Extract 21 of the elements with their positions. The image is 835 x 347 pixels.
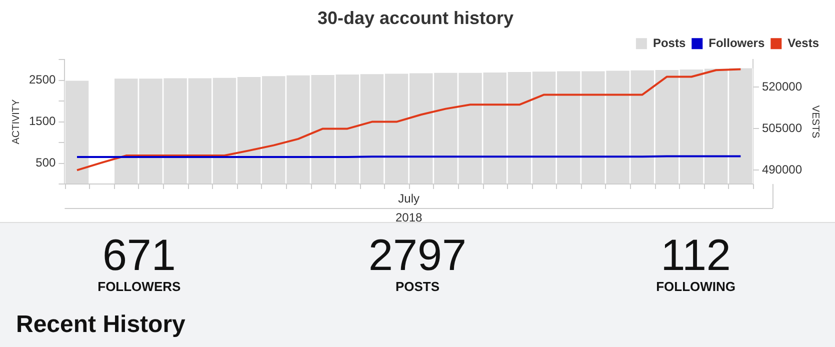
text: 2797 [368, 231, 468, 280]
text: 2018 [395, 210, 422, 224]
text: FOLLOWERS [96, 279, 182, 294]
text: FOLLOWING [655, 279, 737, 294]
chart-title: 30-day account history [317, 8, 514, 28]
y-tick-label: 500 [36, 156, 56, 170]
text: 112 [660, 231, 732, 280]
text: July [398, 191, 420, 206]
y-tick-label: 2500 [28, 72, 56, 87]
text: POSTS [394, 279, 441, 294]
legend-label: Vests [788, 36, 820, 50]
y2-axis-title: VESTS [809, 105, 820, 139]
text: 671 [101, 231, 177, 280]
legend-label: Followers [708, 36, 765, 50]
legend-label: Posts [652, 36, 686, 50]
y-axis-title: ACTIVITY [10, 98, 22, 144]
y-tick-label: 1500 [28, 114, 56, 128]
y2-tick-label: 520000 [762, 80, 802, 94]
y2-tick-label: 490000 [762, 162, 802, 176]
text: Recent History [16, 311, 186, 339]
y2-tick-label: 505000 [762, 121, 802, 136]
